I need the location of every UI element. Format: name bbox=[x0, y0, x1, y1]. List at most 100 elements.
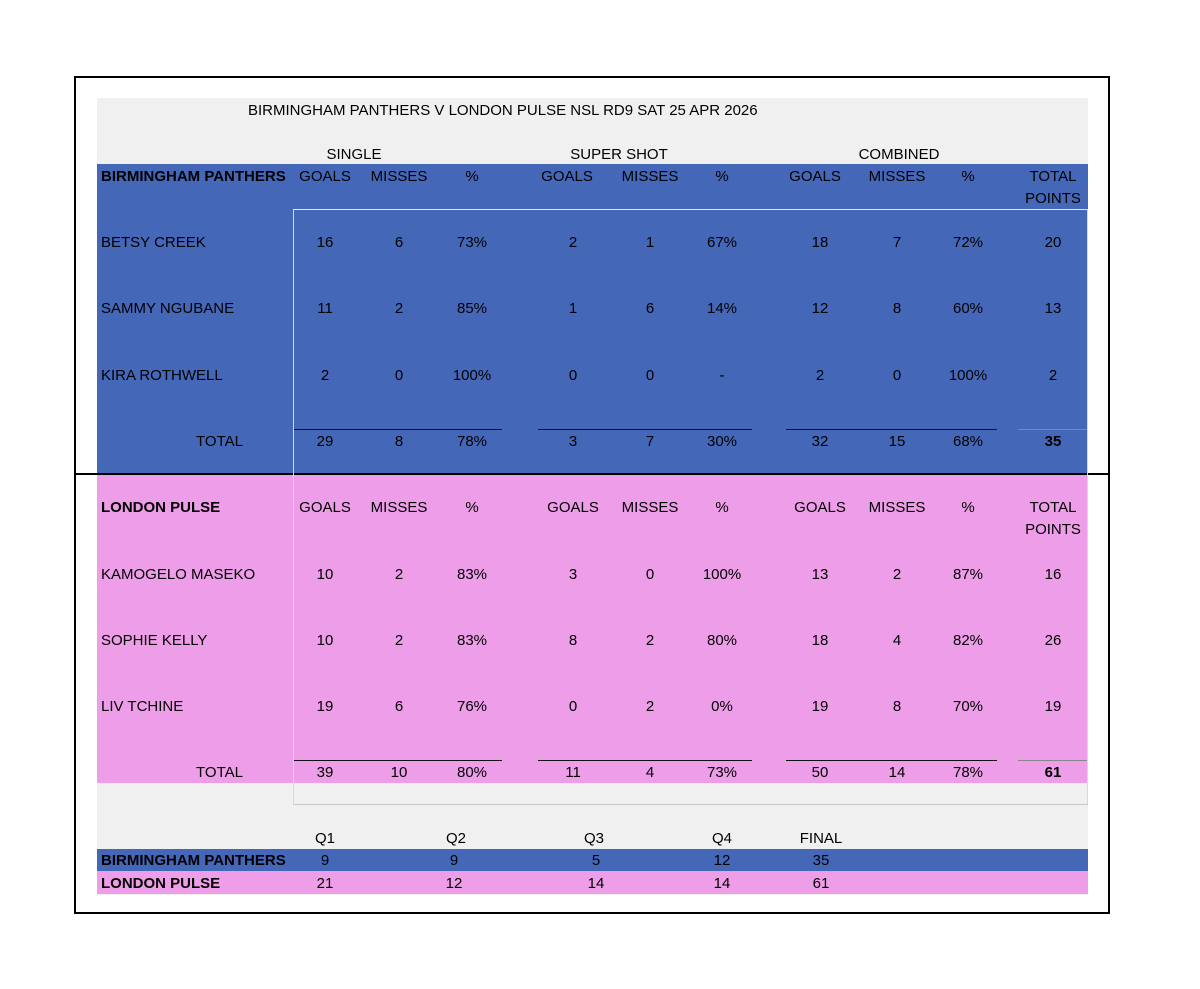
total-cell: 50 bbox=[811, 764, 829, 781]
stat-cell: 19 bbox=[1044, 698, 1062, 715]
stat-cell: 18 bbox=[811, 632, 829, 649]
column-header: GOALS bbox=[299, 499, 351, 516]
london-pulse-section bbox=[97, 473, 1088, 783]
total-cell: 10 bbox=[390, 764, 408, 781]
stat-cell: 12 bbox=[811, 300, 829, 317]
player-name: KAMOGELO MASEKO bbox=[101, 566, 256, 583]
column-header: % bbox=[961, 499, 975, 516]
stat-cell: 10 bbox=[316, 632, 334, 649]
quarter-score: 14 bbox=[713, 875, 731, 892]
quarter-team-name: BIRMINGHAM PANTHERS bbox=[101, 852, 286, 869]
stat-cell: 0 bbox=[568, 367, 578, 384]
quarter-score: 35 bbox=[812, 852, 830, 869]
stat-cell: 19 bbox=[811, 698, 829, 715]
data-grid-left bbox=[293, 209, 294, 804]
quarter-header: Q3 bbox=[583, 830, 605, 847]
group-super-shot: SUPER SHOT bbox=[570, 146, 668, 163]
stat-cell: 8 bbox=[568, 632, 578, 649]
total-cell: 14 bbox=[888, 764, 906, 781]
quarters-row-london-band bbox=[97, 871, 1088, 894]
total-underline-supershot bbox=[538, 429, 752, 430]
stat-cell: 76% bbox=[456, 698, 488, 715]
quarter-score: 9 bbox=[449, 852, 459, 869]
stat-cell: 83% bbox=[456, 632, 488, 649]
stat-cell: 2 bbox=[645, 632, 655, 649]
total-underline-single bbox=[293, 429, 502, 430]
stat-cell: - bbox=[719, 367, 725, 384]
data-grid-right bbox=[1087, 209, 1088, 804]
total-cell: 73% bbox=[706, 764, 738, 781]
stat-cell: 16 bbox=[1044, 566, 1062, 583]
total-label: TOTAL bbox=[196, 433, 243, 450]
total-cell: 35 bbox=[1044, 433, 1062, 450]
column-header: % bbox=[715, 499, 729, 516]
total-cell: 8 bbox=[394, 433, 404, 450]
total-cell: 39 bbox=[316, 764, 334, 781]
quarter-team-name: LONDON PULSE bbox=[101, 875, 221, 892]
sheet-title: BIRMINGHAM PANTHERS V LONDON PULSE NSL R… bbox=[248, 102, 758, 119]
stat-cell: 3 bbox=[568, 566, 578, 583]
quarter-score: 9 bbox=[320, 852, 330, 869]
quarter-header: Q4 bbox=[711, 830, 733, 847]
total-cell: 61 bbox=[1044, 764, 1062, 781]
total-cell: 3 bbox=[568, 433, 578, 450]
total-cell: 11 bbox=[565, 764, 581, 781]
stat-cell: 16 bbox=[316, 234, 334, 251]
column-header: MISSES bbox=[621, 168, 679, 185]
birmingham-panthers-section bbox=[97, 164, 1088, 473]
total-cell: 29 bbox=[316, 433, 334, 450]
column-header: GOALS bbox=[299, 168, 351, 185]
player-name: SAMMY NGUBANE bbox=[101, 300, 235, 317]
group-combined: COMBINED bbox=[858, 146, 940, 163]
stat-cell: 18 bbox=[811, 234, 829, 251]
total-cell: 78% bbox=[456, 433, 488, 450]
stat-cell: 87% bbox=[952, 566, 984, 583]
stat-cell: 100% bbox=[452, 367, 492, 384]
stat-cell: 100% bbox=[948, 367, 988, 384]
quarter-header: Q1 bbox=[314, 830, 336, 847]
total-cell: 68% bbox=[952, 433, 984, 450]
stat-cell: 13 bbox=[1044, 300, 1062, 317]
stat-cell: 14% bbox=[706, 300, 738, 317]
stat-cell: 8 bbox=[892, 698, 902, 715]
total-cell: 32 bbox=[811, 433, 829, 450]
stat-cell: 0 bbox=[394, 367, 404, 384]
data-grid-top bbox=[293, 209, 1088, 210]
page-frame bbox=[74, 76, 1110, 914]
stat-cell: 8 bbox=[892, 300, 902, 317]
stat-cell: 11 bbox=[317, 300, 333, 317]
stat-cell: 0 bbox=[568, 698, 578, 715]
quarter-score: 14 bbox=[587, 875, 605, 892]
quarter-header: Q2 bbox=[445, 830, 467, 847]
total-points-header: POINTS bbox=[1025, 521, 1081, 538]
total-underline-combined bbox=[786, 760, 997, 761]
team-name-london: LONDON PULSE bbox=[101, 499, 221, 516]
stat-cell: 19 bbox=[316, 698, 334, 715]
column-header: % bbox=[961, 168, 975, 185]
stat-cell: 2 bbox=[1048, 367, 1058, 384]
stat-cell: 0 bbox=[645, 367, 655, 384]
stat-cell: 2 bbox=[394, 632, 404, 649]
stat-cell: 4 bbox=[892, 632, 902, 649]
section-divider bbox=[74, 473, 1110, 475]
column-header: MISSES bbox=[868, 499, 926, 516]
player-name: KIRA ROTHWELL bbox=[101, 367, 223, 384]
stat-cell: 82% bbox=[952, 632, 984, 649]
stat-cell: 2 bbox=[815, 367, 825, 384]
stat-cell: 7 bbox=[892, 234, 902, 251]
player-name: BETSY CREEK bbox=[101, 234, 206, 251]
stat-cell: 70% bbox=[952, 698, 984, 715]
stat-cell: 6 bbox=[394, 234, 404, 251]
stat-cell: 0 bbox=[645, 566, 655, 583]
quarter-score: 21 bbox=[316, 875, 334, 892]
quarter-score: 5 bbox=[591, 852, 601, 869]
stat-cell: 60% bbox=[952, 300, 984, 317]
column-header: GOALS bbox=[541, 168, 593, 185]
stat-cell: 10 bbox=[316, 566, 334, 583]
team-name-birmingham: BIRMINGHAM PANTHERS bbox=[101, 168, 286, 185]
total-label: TOTAL bbox=[196, 764, 243, 781]
quarters-row-birmingham-band bbox=[97, 849, 1088, 871]
column-header: MISSES bbox=[370, 499, 428, 516]
total-points-header: POINTS bbox=[1025, 190, 1081, 207]
total-underline-supershot bbox=[538, 760, 752, 761]
